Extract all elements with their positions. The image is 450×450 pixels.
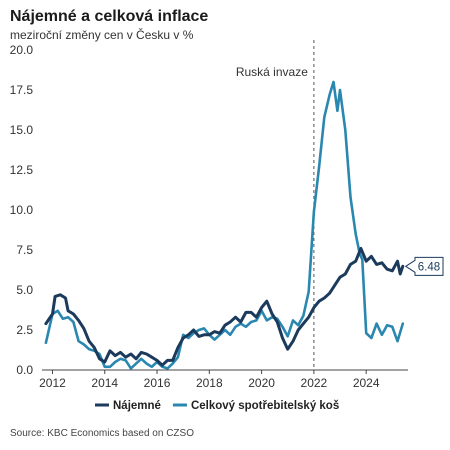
callout-box xyxy=(404,256,444,276)
chart-subtitle: meziroční změny cen v Česku v % xyxy=(10,28,194,42)
x-axis: 2012 2014 2016 2018 2020 2022 2024 xyxy=(39,369,408,390)
x-tick-label: 2022 xyxy=(301,376,328,390)
y-tick-label: 2.5 xyxy=(16,323,33,337)
legend-label-cpi: Celkový spotřebitelský koš xyxy=(191,400,339,412)
series-group xyxy=(44,80,405,370)
y-tick-label: 20.0 xyxy=(10,43,34,57)
series-line-cpi xyxy=(44,80,405,370)
y-tick-label: 10.0 xyxy=(10,203,34,217)
source-note: Source: KBC Economics based on CZSO xyxy=(10,428,194,439)
x-tick-label: 2020 xyxy=(248,376,275,390)
legend-label-rent: Nájemné xyxy=(113,400,161,412)
x-tick-label: 2024 xyxy=(353,376,380,390)
y-axis: 0.0 2.5 5.0 7.5 10.0 12.5 15.0 17.5 20.0 xyxy=(10,43,34,377)
legend: Nájemné Celkový spotřebitelský koš xyxy=(95,400,339,412)
callout-value: 6.48 xyxy=(418,261,440,273)
y-tick-label: 17.5 xyxy=(10,83,34,97)
x-tick-label: 2016 xyxy=(144,376,171,390)
invasion-label: Ruská invaze xyxy=(236,65,308,79)
y-tick-label: 12.5 xyxy=(10,163,34,177)
y-tick-label: 7.5 xyxy=(16,243,33,257)
x-tick-label: 2014 xyxy=(91,376,118,390)
x-tick-label: 2018 xyxy=(196,376,223,390)
y-tick-label: 15.0 xyxy=(10,123,34,137)
series-line-rent xyxy=(44,246,405,367)
y-tick-label: 5.0 xyxy=(16,283,33,297)
last-value-callout: 6.48 xyxy=(404,256,444,276)
x-tick-label: 2012 xyxy=(39,376,66,390)
y-tick-label: 0.0 xyxy=(16,363,33,377)
chart-title: Nájemné a celková inflace xyxy=(10,8,209,25)
invasion-annotation: Ruská invaze xyxy=(236,40,315,370)
